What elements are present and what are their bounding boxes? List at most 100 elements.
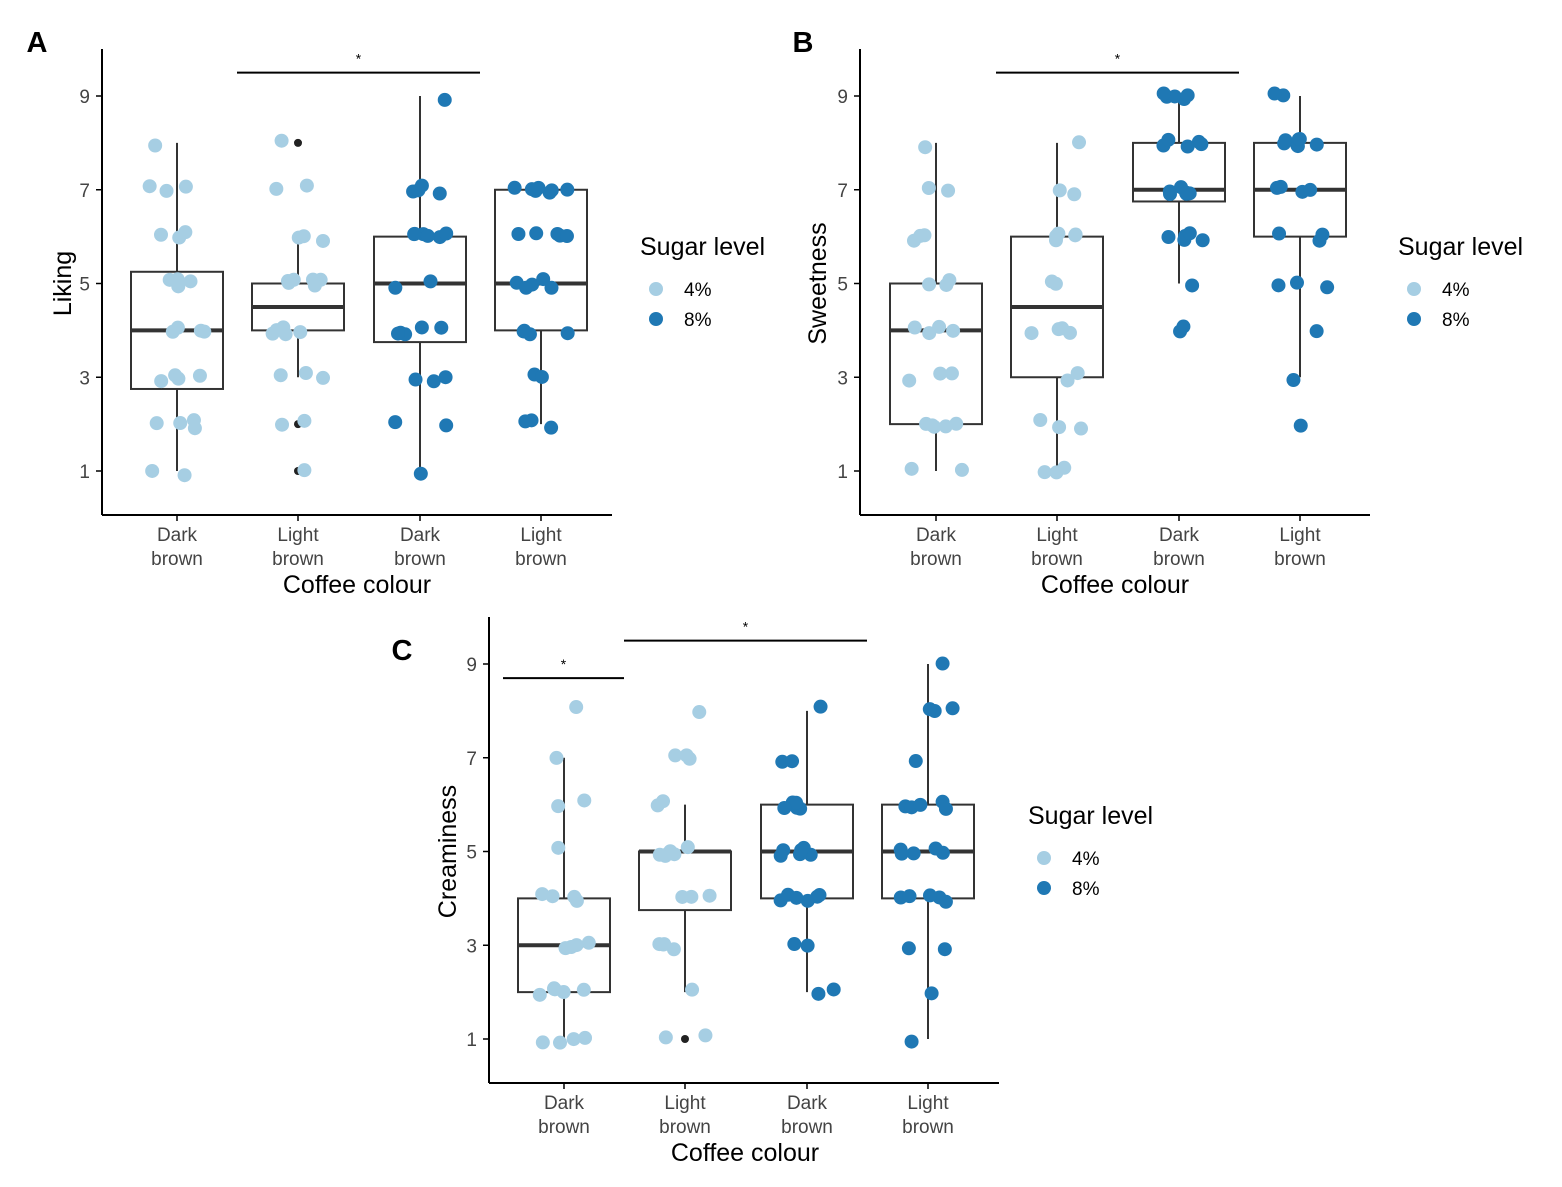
data-point xyxy=(1074,421,1089,436)
data-point xyxy=(413,466,428,481)
box xyxy=(1132,141,1226,203)
y-tick-label: 7 xyxy=(837,181,848,202)
data-point xyxy=(535,887,550,902)
legend-swatch xyxy=(1037,851,1051,865)
x-tick-label: brown xyxy=(394,549,446,570)
legend-title: Sugar level xyxy=(1028,802,1153,830)
data-point xyxy=(1167,89,1182,104)
x-tick-label: brown xyxy=(515,549,567,570)
panel-label: C xyxy=(392,635,413,667)
data-point xyxy=(293,325,308,340)
data-point xyxy=(278,327,293,342)
data-point xyxy=(286,272,301,287)
data-point xyxy=(532,987,547,1002)
y-tick-label: 5 xyxy=(837,275,848,296)
data-point xyxy=(918,140,933,155)
legend: Sugar level 4% 8% xyxy=(1028,802,1153,900)
panel-label: A xyxy=(27,27,48,59)
data-point xyxy=(420,228,435,243)
data-point xyxy=(299,178,314,193)
data-point xyxy=(954,462,969,477)
y-tick-label: 7 xyxy=(79,181,90,202)
data-point xyxy=(922,277,937,292)
data-point xyxy=(1182,226,1197,241)
x-tick-label: brown xyxy=(1274,549,1326,570)
data-point xyxy=(192,368,207,383)
data-point xyxy=(922,888,937,903)
data-point xyxy=(1289,275,1304,290)
legend-swatch xyxy=(649,282,663,296)
data-point xyxy=(917,228,932,243)
data-point xyxy=(1180,139,1195,154)
x-tick-label: Dark xyxy=(916,525,957,546)
data-point xyxy=(566,1032,581,1047)
data-point xyxy=(800,938,815,953)
data-point xyxy=(921,181,936,196)
data-point xyxy=(1185,278,1200,293)
data-point xyxy=(907,320,922,335)
data-point xyxy=(414,178,429,193)
x-tick-label: brown xyxy=(538,1117,590,1138)
data-point xyxy=(800,893,815,908)
significance-star: * xyxy=(743,619,749,635)
data-point xyxy=(1161,230,1176,245)
data-point xyxy=(1068,228,1083,243)
x-axis-title: Coffee colour xyxy=(1041,571,1189,599)
data-point xyxy=(812,888,827,903)
y-tick-label: 9 xyxy=(837,87,848,108)
data-point xyxy=(928,841,943,856)
data-point xyxy=(902,889,917,904)
data-point xyxy=(145,463,160,478)
x-tick-label: brown xyxy=(659,1117,711,1138)
y-tick-label: 1 xyxy=(79,462,90,483)
data-point xyxy=(178,179,193,194)
data-point xyxy=(826,982,841,997)
data-point xyxy=(1070,366,1085,381)
x-tick-label: Dark xyxy=(544,1093,585,1114)
data-point xyxy=(944,366,959,381)
data-point xyxy=(1180,88,1195,103)
y-tick-label: 1 xyxy=(837,462,848,483)
data-point xyxy=(273,368,288,383)
data-point xyxy=(518,414,533,429)
data-point xyxy=(1024,326,1039,341)
data-point xyxy=(434,320,449,335)
data-point xyxy=(142,179,157,194)
data-point xyxy=(1191,134,1206,149)
data-point xyxy=(666,942,681,957)
data-point xyxy=(536,272,551,287)
data-point xyxy=(437,92,452,107)
data-point xyxy=(186,413,201,428)
legend-label: 8% xyxy=(684,310,712,331)
data-point xyxy=(901,941,916,956)
significance-star: * xyxy=(561,656,567,672)
x-tick-label: Dark xyxy=(1159,525,1200,546)
y-axis-title: Creaminess xyxy=(434,785,462,918)
data-point xyxy=(535,1035,550,1050)
data-point xyxy=(544,280,559,295)
data-point xyxy=(1267,86,1282,101)
data-point xyxy=(1315,227,1330,242)
data-point xyxy=(1277,136,1292,151)
data-point xyxy=(183,274,198,289)
x-tick-label: Light xyxy=(664,1093,706,1114)
data-point xyxy=(794,843,809,858)
data-point xyxy=(197,324,212,339)
data-point xyxy=(1271,278,1286,293)
data-point xyxy=(560,182,575,197)
data-point xyxy=(1293,418,1308,433)
y-axis-title: Liking xyxy=(49,251,77,316)
data-point xyxy=(165,324,180,339)
x-tick-label: brown xyxy=(151,549,203,570)
data-point xyxy=(560,326,575,341)
data-point xyxy=(391,326,406,341)
data-point xyxy=(511,226,526,241)
data-point xyxy=(1163,187,1178,202)
data-point xyxy=(432,186,447,201)
data-point xyxy=(932,319,947,334)
data-point xyxy=(529,226,544,241)
data-point xyxy=(298,365,313,380)
data-point xyxy=(1044,274,1059,289)
y-tick-label: 9 xyxy=(79,87,90,108)
data-point xyxy=(559,229,574,244)
